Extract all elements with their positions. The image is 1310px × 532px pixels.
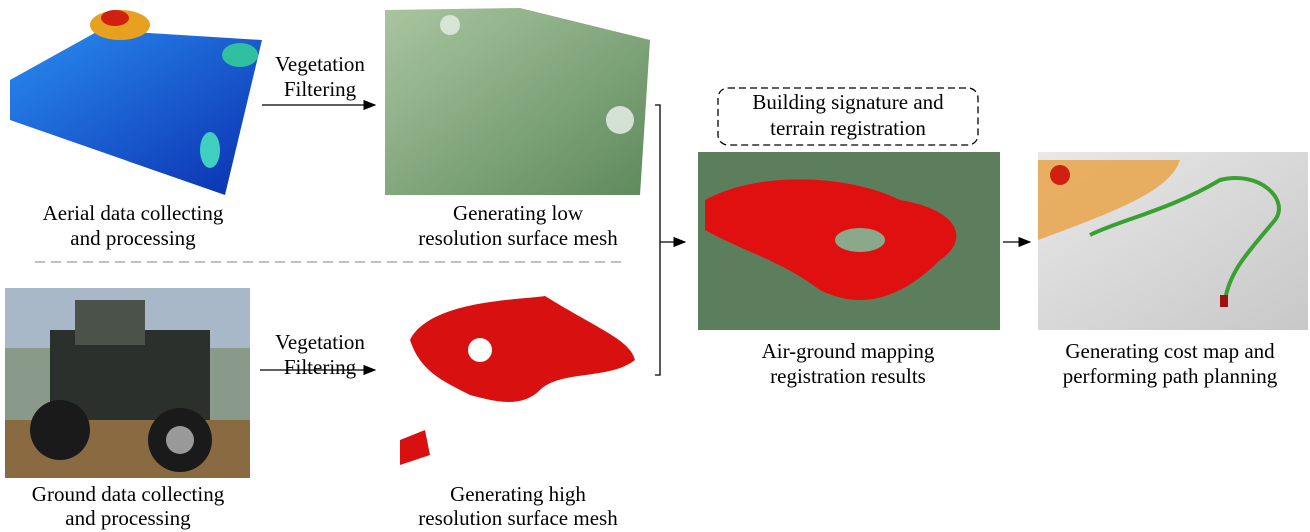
edge-label: Filtering xyxy=(284,77,357,101)
node-caption: performing path planning xyxy=(1063,364,1278,388)
node-caption: Air-ground mapping xyxy=(762,339,935,363)
edge-label: Vegetation xyxy=(275,330,365,354)
annotation: terrain registration xyxy=(770,116,926,140)
annotation: Building signature and xyxy=(752,90,944,114)
node-caption: Generating high xyxy=(450,482,586,506)
node-caption: Generating cost map and xyxy=(1065,339,1275,363)
high-res-mesh-image xyxy=(400,296,635,465)
aerial-image xyxy=(10,10,262,195)
node-caption: and processing xyxy=(70,226,196,250)
low-res-mesh-image xyxy=(385,8,650,195)
ground-vehicle-image xyxy=(5,288,250,478)
node-caption: Aerial data collecting xyxy=(43,201,224,225)
node-caption: resolution surface mesh xyxy=(418,506,618,530)
connector xyxy=(655,105,660,375)
edge-label: Filtering xyxy=(284,355,357,379)
diagram: Aerial data collecting and processing Ge… xyxy=(0,0,1310,532)
cost-map-image xyxy=(1038,152,1308,330)
node-caption: registration results xyxy=(770,364,926,388)
registration-image xyxy=(698,152,1000,330)
node-caption: Ground data collecting xyxy=(32,482,225,506)
node-caption: resolution surface mesh xyxy=(418,226,618,250)
node-caption: Generating low xyxy=(453,201,584,225)
node-caption: and processing xyxy=(65,506,191,530)
edge-label: Vegetation xyxy=(275,52,365,76)
